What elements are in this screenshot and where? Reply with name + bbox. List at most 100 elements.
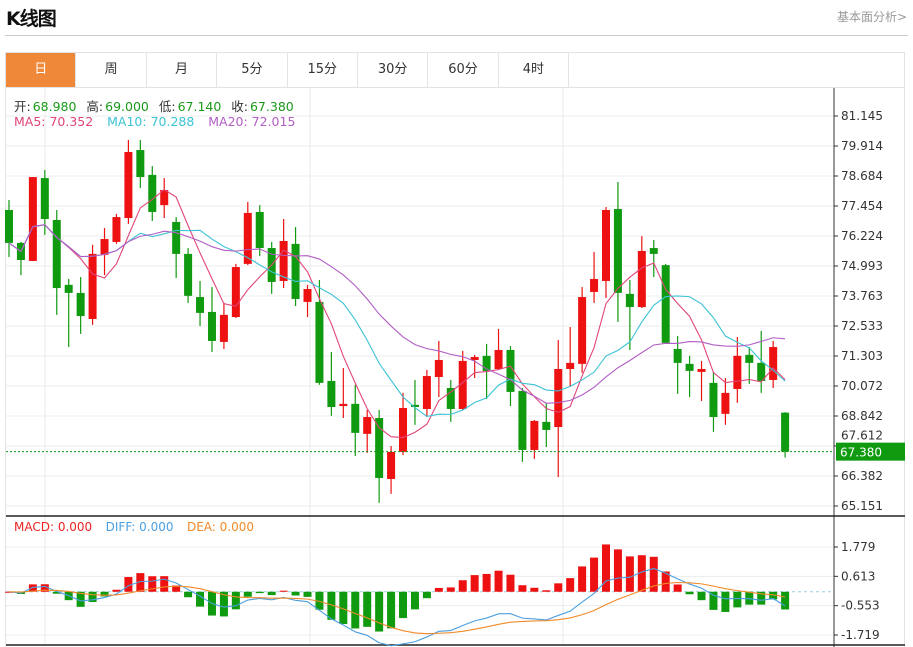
candle-body xyxy=(196,297,205,313)
macd-bar xyxy=(303,591,312,597)
price-tick-label: 81.145 xyxy=(841,109,883,123)
macd-bar xyxy=(613,549,622,592)
dea-value: DEA: 0.000 xyxy=(186,520,254,534)
candle-body xyxy=(76,292,85,317)
candle-body xyxy=(709,382,718,418)
open-label: 开: xyxy=(14,99,31,114)
macd-bar xyxy=(28,584,37,592)
candle-body xyxy=(721,392,730,414)
macd-bar xyxy=(399,591,408,619)
macd-bar xyxy=(124,577,133,592)
macd-bar xyxy=(387,591,396,629)
candle-body xyxy=(124,151,133,219)
macd-bar xyxy=(136,573,145,592)
candle xyxy=(64,279,73,348)
macd-bar xyxy=(661,571,670,592)
candle-body xyxy=(446,388,455,409)
candle-body xyxy=(112,217,121,242)
macd-bar xyxy=(602,544,610,592)
tab-month[interactable]: 月 xyxy=(147,53,218,87)
macd-tick-label: -1.719 xyxy=(841,628,880,642)
candle xyxy=(5,200,13,258)
ma10-line xyxy=(8,224,786,418)
macd-bar xyxy=(625,556,634,592)
macd-bar xyxy=(196,591,205,607)
macd-tick-label: 0.613 xyxy=(841,569,875,583)
candle-body xyxy=(434,359,443,378)
candle xyxy=(28,177,37,261)
macd-bar xyxy=(422,591,431,599)
macd-bar xyxy=(40,584,49,592)
macd-bar xyxy=(446,587,455,592)
macd-bar xyxy=(458,580,467,592)
candle-body xyxy=(28,177,37,261)
tab-4hour[interactable]: 4时 xyxy=(499,53,570,87)
macd-bar xyxy=(184,591,193,598)
candle xyxy=(339,368,348,418)
tab-15min[interactable]: 15分 xyxy=(288,53,358,87)
tab-5min[interactable]: 5分 xyxy=(217,53,288,87)
candle xyxy=(721,378,730,425)
candle xyxy=(88,244,97,325)
candle-body xyxy=(172,221,181,254)
candle xyxy=(375,409,384,503)
ohlc-info: 开: 68.980 高: 69.000 低: 67.140 收: 67.380 xyxy=(14,96,296,115)
macd-bar xyxy=(327,591,336,620)
candle-body xyxy=(387,451,396,479)
macd-bar xyxy=(554,583,563,592)
macd-info: MACD: 0.000 DIFF: 0.000 DEA: 0.000 xyxy=(14,520,256,534)
candle-body xyxy=(458,360,467,409)
candle xyxy=(769,340,778,389)
candle xyxy=(661,263,670,343)
candle xyxy=(231,263,240,319)
period-tabs: 日 周 月 5分 15分 30分 60分 4时 xyxy=(5,52,905,88)
ma10-value: MA10: 70.288 xyxy=(107,114,195,129)
tab-week[interactable]: 周 xyxy=(76,53,147,87)
price-tick-label: 79.914 xyxy=(841,139,883,153)
candle xyxy=(351,384,360,457)
candle-body xyxy=(781,412,790,452)
candle xyxy=(243,201,252,266)
price-tick-label: 73.763 xyxy=(841,289,883,303)
candle xyxy=(100,228,109,276)
candle xyxy=(518,388,527,462)
macd-bar xyxy=(590,557,599,592)
candle xyxy=(124,140,133,224)
candle-body xyxy=(375,417,384,478)
candle xyxy=(112,213,121,244)
candle-body xyxy=(327,380,336,408)
candle xyxy=(685,355,694,398)
macd-bar xyxy=(506,574,515,592)
ma20-value: MA20: 72.015 xyxy=(208,114,296,129)
macd-bar xyxy=(434,587,443,592)
ma-info: MA5: 70.352 MA10: 70.288 MA20: 72.015 xyxy=(14,114,297,129)
candle xyxy=(613,181,622,322)
macd-bar xyxy=(76,591,85,607)
price-tick-label: 68.842 xyxy=(841,409,883,423)
ma20-line xyxy=(8,224,786,404)
candle xyxy=(52,210,61,315)
high-value: 69.000 xyxy=(105,99,149,114)
candle-body xyxy=(542,421,551,430)
candle-body xyxy=(243,212,252,264)
candle xyxy=(554,339,563,478)
candle xyxy=(387,446,396,494)
candle xyxy=(637,236,646,309)
candle xyxy=(148,166,157,221)
candle-body xyxy=(590,279,599,292)
tab-day[interactable]: 日 xyxy=(6,53,77,87)
candle-body xyxy=(160,190,169,206)
macd-bar xyxy=(733,591,742,608)
tab-60min[interactable]: 60分 xyxy=(428,53,499,87)
price-tick-label: 67.612 xyxy=(841,429,883,443)
macd-bar xyxy=(148,576,157,592)
macd-bar xyxy=(160,576,169,592)
macd-bar xyxy=(721,591,730,612)
candle xyxy=(709,371,718,432)
tab-30min[interactable]: 30分 xyxy=(358,53,429,87)
macd-bar xyxy=(339,591,348,625)
fundamental-analysis-link[interactable]: 基本面分析> xyxy=(836,10,907,24)
close-label: 收: xyxy=(231,99,248,114)
candle-body xyxy=(757,362,766,381)
